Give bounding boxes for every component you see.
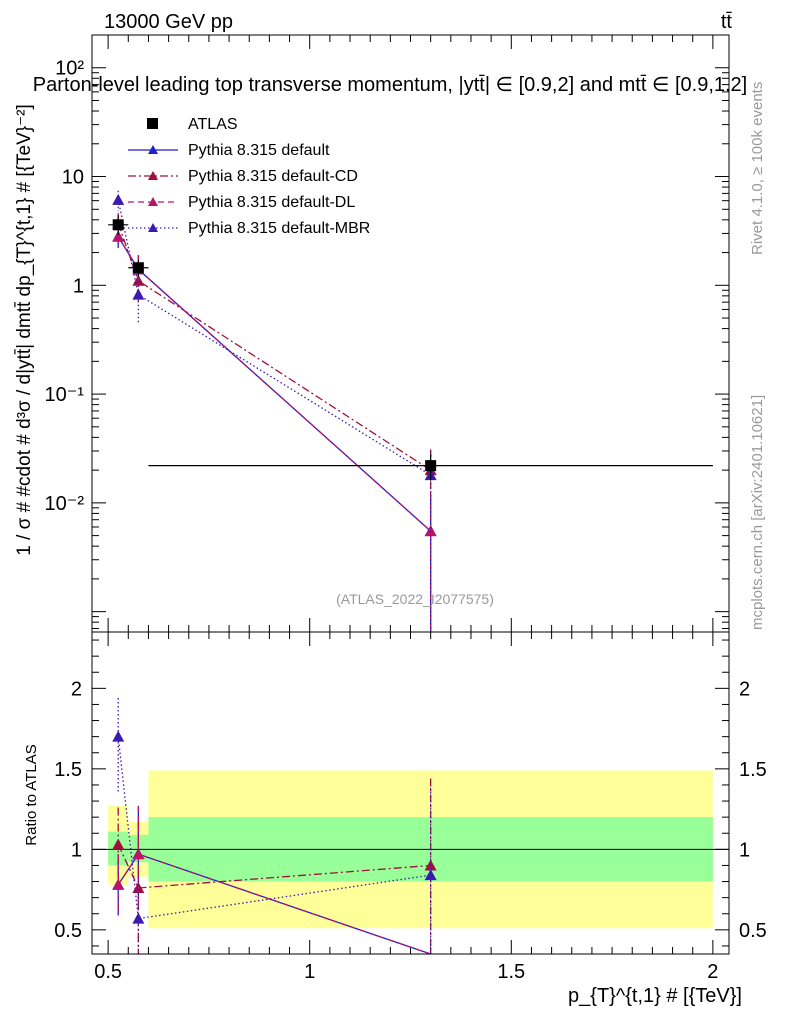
y-axis-label-main: 1 / σ # #cdot # d³σ / d|ytt̄| dmtt̄ dp_{…: [14, 104, 35, 556]
main-y-tick-label: 10²: [55, 58, 84, 80]
ratio-point-pythia-8-315-default-cd-0: [112, 838, 125, 850]
x-axis-label: p_{T}^{t,1} # [{TeV}]: [568, 985, 742, 1007]
main-point-pythia-8-315-default-mbr-1: [132, 288, 145, 300]
main-y-tick-label: 10⁻²: [45, 493, 85, 515]
ratio-y-tick-label-right: 1.5: [739, 759, 767, 781]
legend-label-cd: Pythia 8.315 default-CD: [188, 168, 358, 185]
main-axes-ticks: 10² 10 1 10⁻¹ 10⁻²: [45, 34, 729, 632]
atlas-point-1: [132, 262, 144, 274]
main-point-pythia-8-315-default-mbr-0: [112, 193, 125, 205]
ratio-y-tick-label-left: 1.5: [54, 759, 82, 781]
legend-label-mbr: Pythia 8.315 default-MBR: [188, 220, 370, 237]
legend-entry-dl: Pythia 8.315 default-DL: [128, 194, 355, 211]
legend-marker-cd: [148, 171, 158, 180]
ratio-line-pythia-8-315-default-dl: [117, 853, 431, 954]
legend-label-default: Pythia 8.315 default: [188, 142, 330, 159]
ratio-point-pythia-8-315-default-dl-1: [132, 848, 145, 860]
ratio-y-tick-label-right: 0.5: [739, 920, 767, 942]
mcplots-label: mcplots.cern.ch [arXiv:2401.10621]: [749, 395, 766, 630]
ratio-line-pythia-8-315-default-cd: [117, 844, 431, 889]
ratio-uncertainty-bands: [92, 770, 729, 929]
rivet-version-label: Rivet 4.1.0, ≥ 100k events: [749, 82, 766, 255]
legend-marker-atlas: [147, 118, 158, 129]
ratio-y-tick-label-right: 2: [739, 678, 750, 700]
legend-marker-dl: [148, 197, 158, 206]
legend-label-dl: Pythia 8.315 default-DL: [188, 194, 355, 211]
process-label: tt̄: [721, 11, 733, 33]
energy-label: 13000 GeV pp: [104, 11, 233, 33]
main-series-group: [108, 190, 713, 632]
legend-entry-atlas: ATLAS: [147, 116, 238, 133]
main-point-pythia-8-315-default-dl-0: [112, 230, 125, 242]
ratio-line-pythia-8-315-default-mbr: [117, 736, 431, 920]
legend: ATLAS Pythia 8.315 default Pythia 8.315 …: [128, 116, 370, 237]
atlas-point-0: [112, 219, 124, 231]
ratio-y-tick-label-left: 2: [71, 678, 82, 700]
legend-label-atlas: ATLAS: [188, 116, 238, 133]
legend-marker-default: [148, 145, 158, 154]
ratio-axes-ticks: 0.5 1 1.5 2 0.5 0.5 1 1 1.5 1.5 2 2: [54, 632, 767, 983]
legend-marker-mbr: [148, 223, 158, 232]
ratio-y-tick-label-left: 0.5: [54, 920, 82, 942]
main-y-tick-label: 10⁻¹: [45, 384, 85, 406]
ratio-y-tick-label-right: 1: [739, 839, 750, 861]
analysis-id: (ATLAS_2022_I2077575): [336, 591, 494, 607]
x-tick-label: 1.5: [497, 961, 525, 983]
main-y-tick-label: 1: [73, 275, 84, 297]
ratio-point-pythia-8-315-default-dl-0: [112, 878, 125, 890]
ratio-plot-frame: [91, 631, 730, 955]
ratio-point-pythia-8-315-default-mbr-2: [424, 869, 437, 881]
ratio-series-group: [112, 698, 437, 954]
x-tick-label: 1: [304, 961, 315, 983]
legend-entry-mbr: Pythia 8.315 default-MBR: [128, 220, 370, 237]
ratio-point-pythia-8-315-default-mbr-1: [132, 912, 145, 924]
y-axis-label-ratio: Ratio to ATLAS: [23, 744, 40, 845]
legend-entry-cd: Pythia 8.315 default-CD: [128, 168, 358, 185]
main-point-pythia-8-315-default-dl-2: [424, 525, 437, 537]
ratio-point-pythia-8-315-default-mbr-0: [112, 730, 125, 742]
x-tick-label: 0.5: [94, 961, 122, 983]
x-tick-label: 2: [707, 961, 718, 983]
main-line-pythia-8-315-default-dl: [117, 236, 432, 532]
plot-title: Parton-level leading top transverse mome…: [33, 74, 747, 96]
atlas-point-2: [425, 460, 437, 472]
ratio-y-tick-label-left: 1: [71, 839, 82, 861]
main-y-tick-label: 10: [62, 167, 84, 189]
legend-entry-default: Pythia 8.315 default: [128, 142, 330, 159]
